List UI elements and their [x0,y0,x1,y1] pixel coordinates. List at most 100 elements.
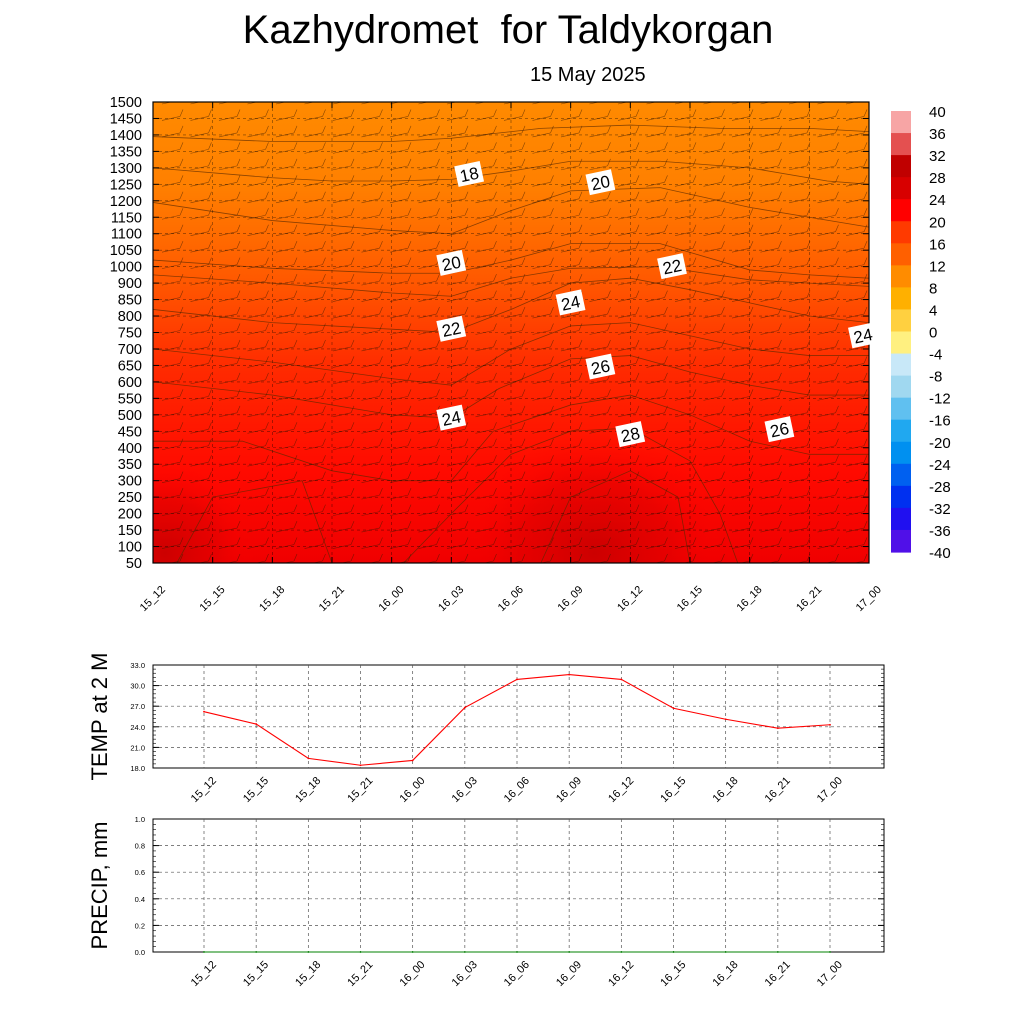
wind-barb [161,175,184,187]
wind-barb [161,520,184,533]
wind-barb [503,241,526,253]
wind-barb [674,109,697,121]
wind-barb [532,323,554,335]
y-tick-label: 50 [126,556,142,572]
colorbar-swatch [891,441,911,465]
wind-barb [218,405,241,418]
contour-label-bg [657,253,687,280]
wind-barb [788,191,811,204]
wind-barb [589,224,611,237]
wind-barb [674,488,697,500]
wind-barb [817,191,839,204]
wind-barb [817,241,839,253]
wind-barb [361,306,383,319]
wind-barb [817,142,839,154]
wind-barb [674,504,697,516]
wind-barb [275,323,298,335]
wind-barb [646,290,668,302]
wind-barb [361,102,372,105]
wind-barb [674,389,697,401]
wind-barb [503,142,526,154]
wind-barb [646,520,668,533]
wind-barb [617,356,640,368]
wind-barb [475,142,497,154]
wind-barb [361,438,383,451]
wind-barb [332,339,355,352]
wind-barb [418,257,440,269]
wind-barb [332,488,355,500]
wind-barb [674,224,697,237]
wind-barb [788,323,811,335]
precipitation-panel: 1.0 0.8 0.6 0.4 0.2 0.0 15_12 15_15 15_18 15_21 16… [87,815,885,989]
wind-barb [654,553,668,563]
wind-barb [446,504,469,516]
wind-barb [560,208,583,220]
wind-barb [475,306,497,319]
wind-barb [275,488,298,500]
wind-barb [247,537,269,549]
wind-barb [446,488,469,500]
y-tick-label: 1050 [110,243,142,259]
colorbar-swatch [891,199,911,222]
wind-barb [674,191,697,204]
wind-barb [475,290,497,302]
wind-barb [190,488,212,500]
wind-barb [418,471,440,483]
wind-barb [332,504,355,516]
series-point [829,951,831,953]
wind-barb [532,224,554,237]
wind-barb [532,191,554,204]
wind-barb [731,102,743,105]
series-point [255,723,258,725]
wind-barb [646,488,668,500]
wind-barb [703,102,714,105]
wind-barb [731,273,754,286]
x-tick-label: 15_15 [197,584,227,614]
wind-barb [275,389,298,401]
wind-barb [674,102,686,105]
wind-barb [218,125,241,138]
wind-barb [788,520,811,533]
wind-barb [646,339,668,352]
wind-barb [361,537,383,549]
wind-barb [674,273,697,286]
y-tick-label: 1250 [110,177,142,193]
wind-barb [418,356,440,368]
wind-barb [560,323,583,335]
wind-barb [731,175,754,187]
wind-barb [304,290,326,302]
y-tick-label: 1450 [110,111,142,127]
wind-barb [475,422,497,434]
y-tick-label: 1500 [110,95,142,111]
wind-barb [304,241,326,253]
wind-barb [218,273,241,286]
wind-barb [247,257,269,269]
wind-barb [674,125,697,138]
wind-barb [361,290,383,302]
wind-barb [589,405,611,418]
wind-barb [560,389,583,401]
wind-barb [304,306,326,319]
wind-barb [361,109,383,121]
colorbar-label: 40 [929,104,946,121]
wind-barb [731,208,754,220]
wind-barb [560,241,583,253]
x-tick-label: 15_12 [189,959,219,989]
wind-barb [275,224,298,237]
y-axis-label: PRECIP, mm [87,822,112,950]
wind-barb [304,422,326,434]
series-point [829,723,831,726]
wind-barb [703,422,725,434]
contour-line [153,160,869,185]
wind-barb [190,372,212,385]
wind-barb [218,109,241,121]
wind-barb [560,455,583,467]
wind-barb [475,102,486,105]
wind-barb [503,224,526,237]
wind-barb [646,273,668,286]
wind-barb [817,257,839,269]
contour-label-bg [585,353,616,380]
wind-barb [845,339,868,352]
wind-barb [617,241,640,253]
wind-barb [475,158,497,171]
